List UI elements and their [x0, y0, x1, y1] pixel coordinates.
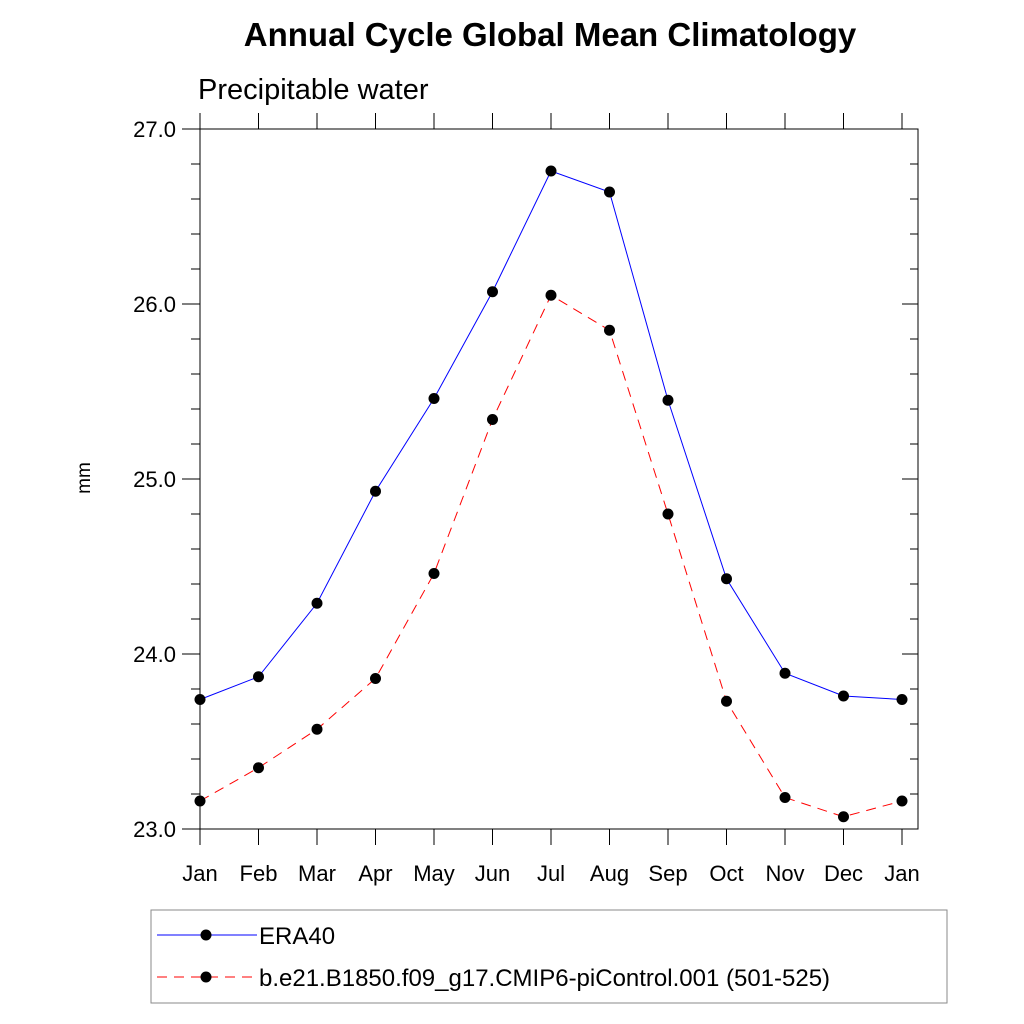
data-point-series-0 [194, 694, 206, 705]
legend-marker-era40 [200, 929, 212, 941]
x-tick-label: Sep [648, 861, 687, 886]
x-tick-label: Jan [884, 861, 919, 886]
data-point-series-0 [428, 393, 440, 404]
x-tick-label: Oct [709, 861, 743, 886]
data-point-series-0 [604, 186, 615, 198]
data-point-series-0 [838, 690, 849, 702]
data-point-series-1 [604, 324, 615, 336]
data-point-series-1 [487, 414, 498, 425]
chart-subtitle: Precipitable water [198, 74, 429, 106]
y-tick-label: 24.0 [133, 642, 176, 667]
series-line-0 [199, 170, 903, 700]
x-tick-label: Aug [590, 861, 629, 886]
data-point-series-0 [370, 485, 381, 497]
x-tick-label: Jul [537, 861, 565, 886]
data-point-series-0 [896, 694, 908, 705]
plot-frame [199, 128, 919, 830]
plot-area: Jan Feb Mar Apr May Jun Jul Aug Sep Oct Nov Dec Jan2… [133, 113, 920, 886]
data-point-series-0 [311, 597, 323, 609]
legend-marker-model [200, 971, 212, 983]
data-point-series-1 [370, 673, 381, 684]
data-point-series-0 [721, 573, 732, 585]
data-point-series-0 [662, 394, 674, 406]
x-tick-label: Mar [298, 861, 336, 886]
y-tick-label: 25.0 [133, 467, 176, 492]
x-tick-label: Jun [475, 861, 510, 886]
data-point-series-1 [253, 762, 264, 774]
legend: ERA40 b.e21.B1850.f09_g17.CMIP6-piContro… [150, 909, 948, 1004]
data-point-series-1 [721, 695, 732, 707]
x-tick-label: Nov [765, 861, 804, 886]
y-tick-label: 27.0 [133, 117, 176, 142]
data-point-series-1 [194, 795, 206, 807]
data-point-series-0 [487, 286, 498, 298]
x-tick-label: Jan [182, 861, 217, 886]
x-tick-label: May [413, 861, 455, 886]
data-point-series-1 [662, 508, 674, 520]
y-axis-label: mm [74, 462, 95, 494]
data-point-series-1 [779, 792, 791, 803]
x-tick-label: Apr [358, 861, 392, 886]
data-point-series-1 [428, 568, 440, 579]
x-tick-label: Feb [240, 861, 278, 886]
data-point-series-0 [545, 165, 557, 177]
data-point-series-0 [779, 667, 791, 679]
data-point-series-0 [253, 671, 264, 683]
x-tick-label: Dec [824, 861, 863, 886]
series-line-1 [199, 294, 903, 818]
data-point-series-1 [545, 289, 557, 301]
legend-label-model: b.e21.B1850.f09_g17.CMIP6-piControl.001 … [259, 965, 830, 992]
y-tick-label: 23.0 [133, 817, 176, 842]
legend-label-era40: ERA40 [259, 923, 335, 950]
data-point-series-1 [838, 811, 849, 823]
data-point-series-1 [311, 723, 323, 735]
y-tick-label: 26.0 [133, 292, 176, 317]
data-point-series-1 [896, 795, 908, 807]
legend-box [150, 909, 948, 1004]
chart-title: Annual Cycle Global Mean Climatology [244, 16, 857, 53]
